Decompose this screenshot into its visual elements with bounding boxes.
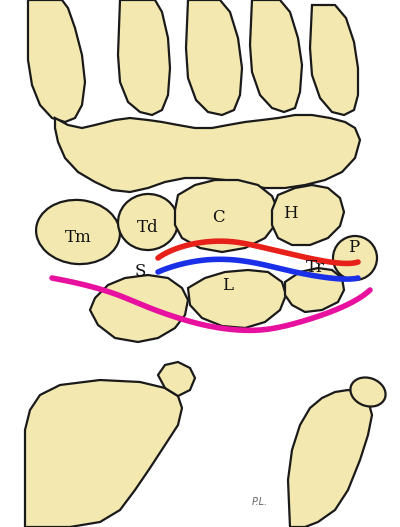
Text: Tr: Tr (306, 259, 324, 277)
Polygon shape (288, 390, 372, 527)
Text: Tm: Tm (65, 229, 91, 246)
Ellipse shape (350, 377, 386, 406)
Text: P: P (348, 239, 360, 257)
Polygon shape (186, 0, 242, 115)
Polygon shape (175, 180, 278, 252)
Polygon shape (55, 115, 360, 192)
Polygon shape (90, 275, 188, 342)
Text: P.L.: P.L. (252, 497, 268, 507)
Text: L: L (222, 277, 234, 294)
Text: Td: Td (137, 220, 159, 237)
Polygon shape (250, 0, 302, 112)
Polygon shape (272, 185, 344, 245)
Ellipse shape (333, 236, 377, 280)
Polygon shape (25, 380, 182, 527)
Ellipse shape (36, 200, 120, 264)
Polygon shape (118, 0, 170, 115)
Polygon shape (28, 0, 85, 122)
Ellipse shape (118, 194, 178, 250)
Polygon shape (158, 362, 195, 396)
Text: H: H (283, 204, 297, 221)
Polygon shape (285, 268, 344, 312)
Polygon shape (310, 5, 358, 115)
Text: S: S (134, 264, 146, 280)
Text: C: C (212, 210, 224, 227)
Polygon shape (188, 270, 286, 328)
